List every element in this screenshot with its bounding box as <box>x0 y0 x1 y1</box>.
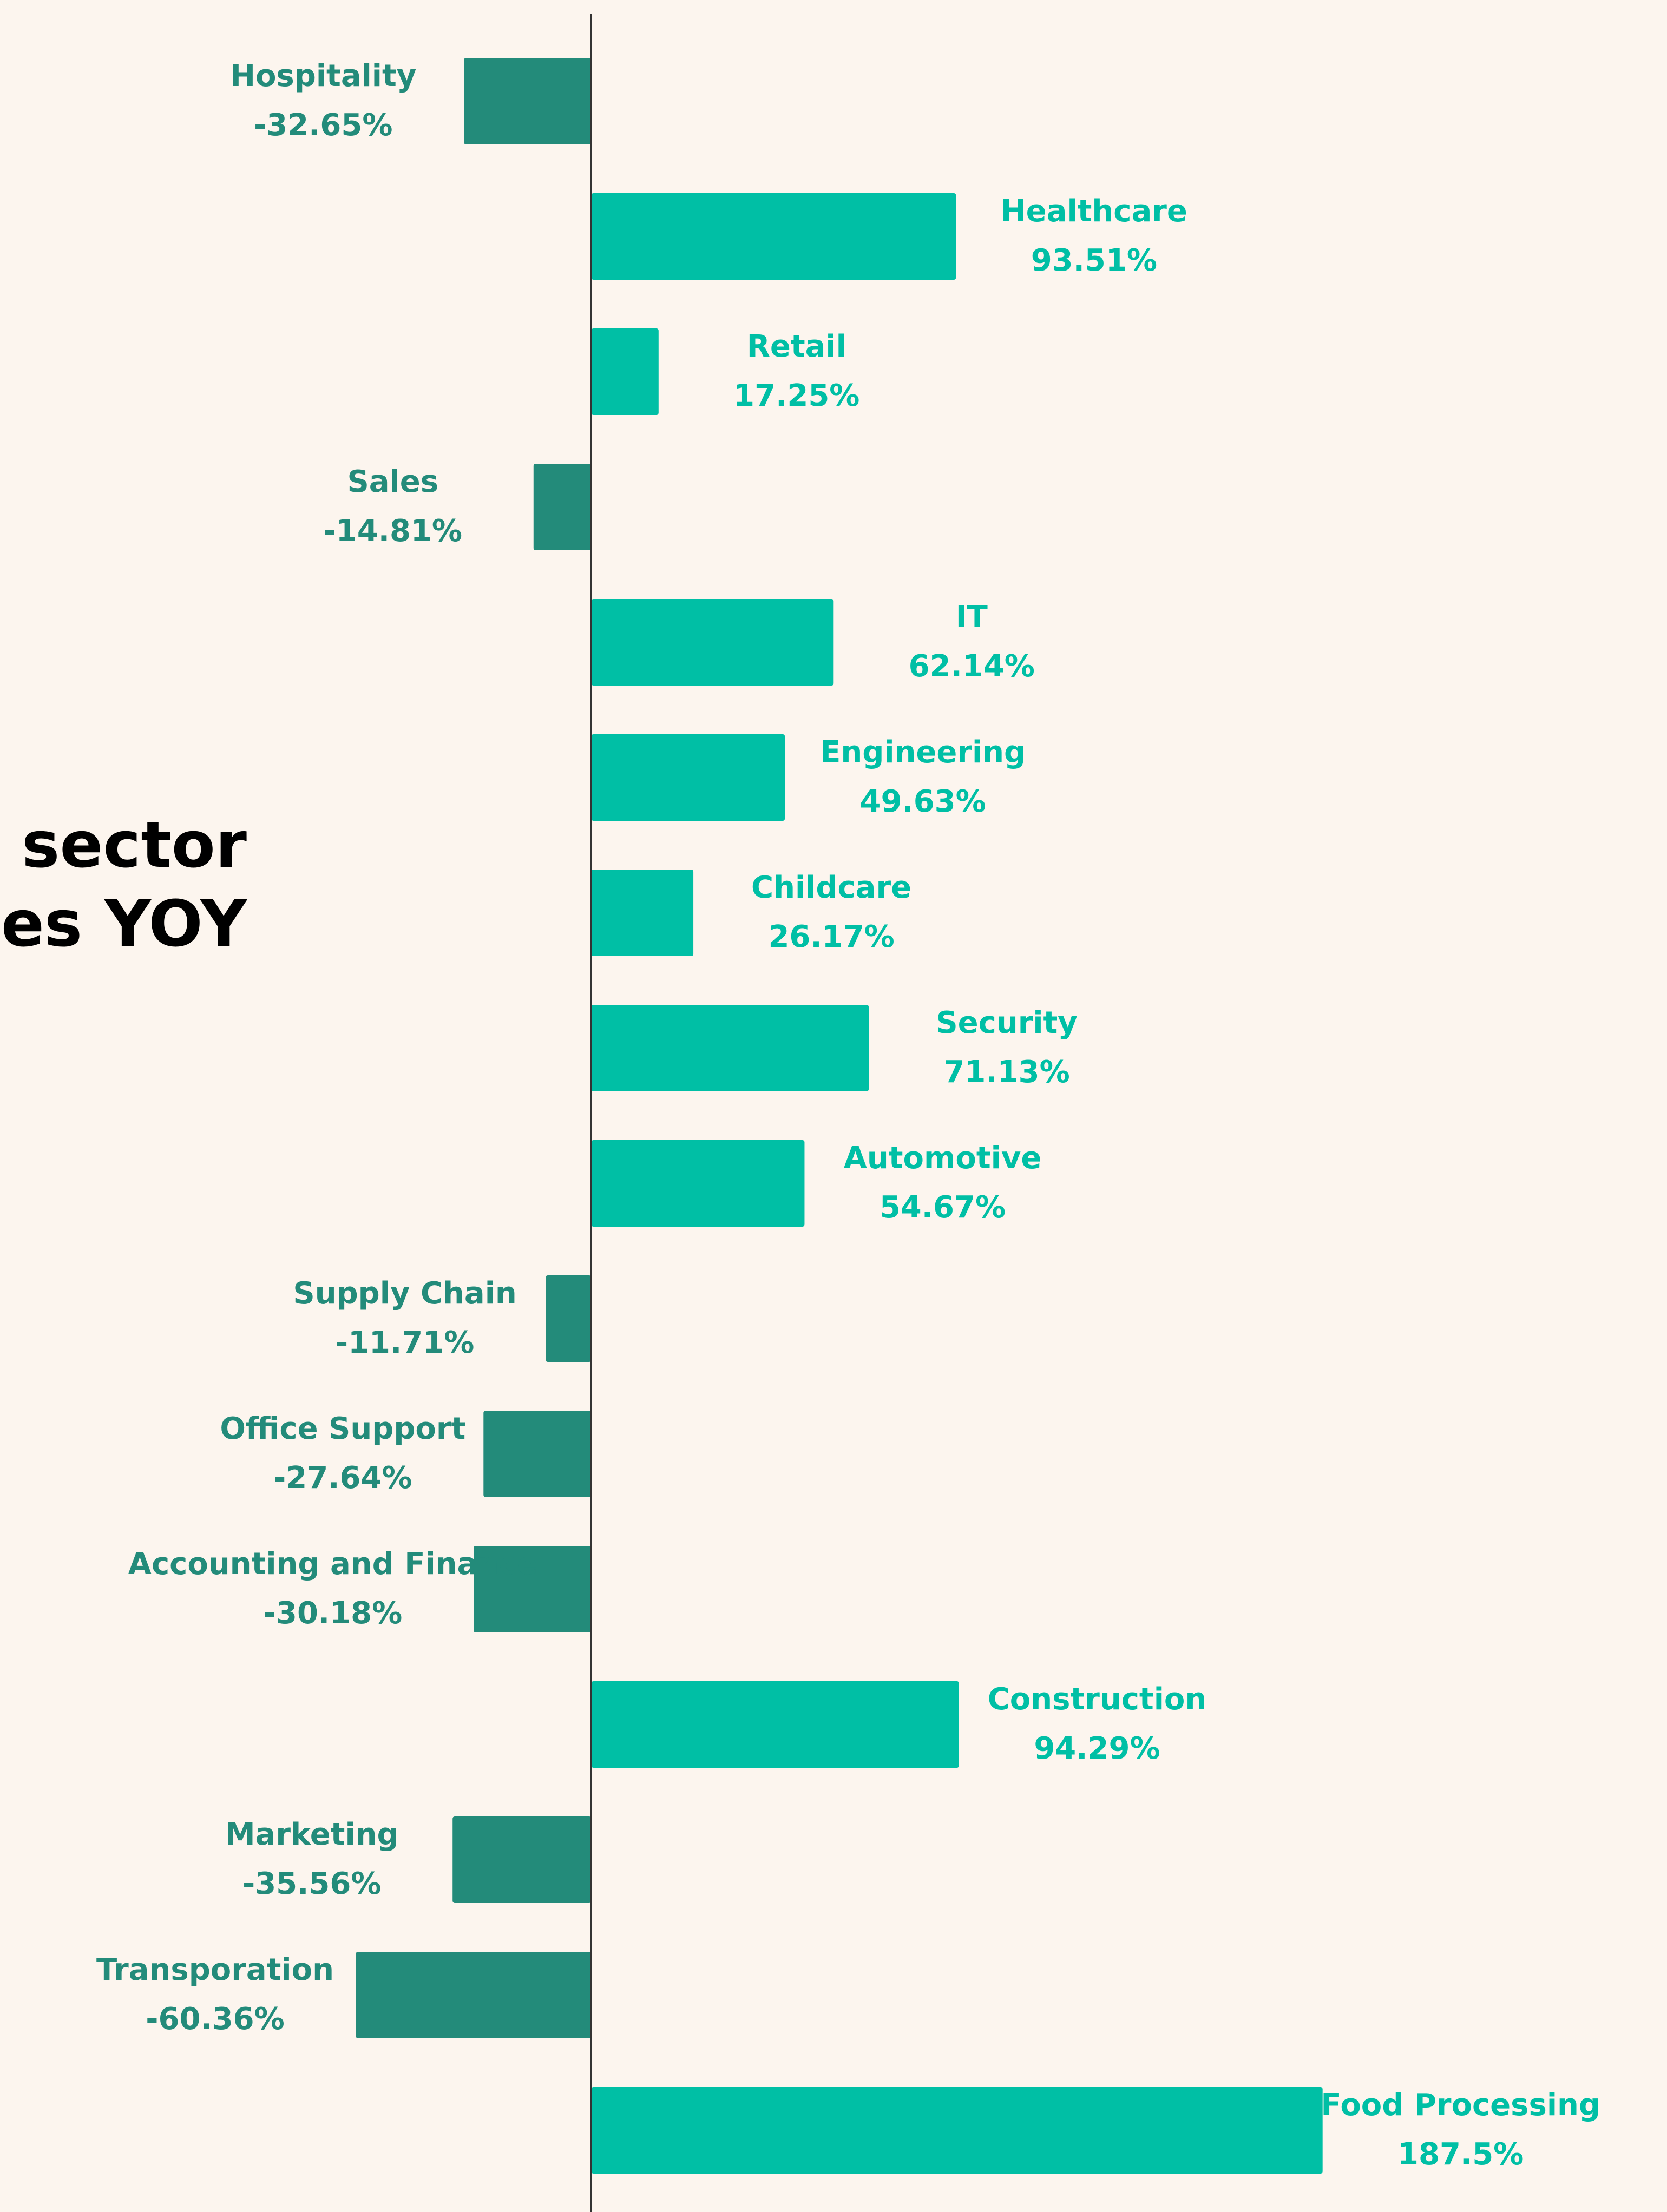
bar <box>591 2087 1323 2174</box>
category-label: Hospitality <box>230 58 416 94</box>
value-label: 62.14% <box>909 649 1035 684</box>
value-label: 49.63% <box>860 784 986 819</box>
category-label: Transporation <box>96 1952 334 1987</box>
value-label: -14.81% <box>324 514 462 549</box>
category-label: Healthcare <box>1001 194 1187 229</box>
category-label: Supply Chain <box>293 1276 516 1311</box>
bar <box>464 58 592 144</box>
bar <box>591 328 659 415</box>
value-label: 26.17% <box>768 919 894 954</box>
category-label: Office Support <box>220 1411 465 1446</box>
value-label: 54.67% <box>880 1190 1006 1225</box>
category-label: Sales <box>347 464 438 499</box>
value-label: -60.36% <box>146 2002 284 2037</box>
value-label: 71.13% <box>943 1055 1069 1090</box>
bar <box>546 1275 592 1362</box>
category-label: Retail <box>747 329 846 364</box>
value-label: -32.65% <box>254 108 392 143</box>
bar <box>483 1411 592 1497</box>
value-label: -35.56% <box>242 1866 381 1901</box>
bar <box>591 1005 869 1091</box>
category-label: IT <box>956 600 988 635</box>
bar <box>591 1681 959 1768</box>
value-label: 93.51% <box>1031 243 1157 278</box>
category-label: Automotive <box>844 1141 1042 1176</box>
category-label: Marketing <box>225 1817 399 1852</box>
value-label: 187.5% <box>1397 2137 1524 2172</box>
value-label: -30.18% <box>264 1596 402 1631</box>
category-label: Food Processing <box>1321 2088 1600 2123</box>
bar <box>533 464 592 550</box>
chart-title: o sector <box>0 807 247 882</box>
category-label: Construction <box>988 1682 1207 1717</box>
value-label: 17.25% <box>733 378 859 413</box>
chart-title: ues YOY <box>0 886 248 961</box>
value-label: -11.71% <box>336 1325 474 1360</box>
bar <box>473 1546 592 1632</box>
bar <box>356 1952 592 2038</box>
category-label: Childcare <box>751 870 911 905</box>
bar <box>591 734 785 821</box>
value-label: 94.29% <box>1034 1731 1160 1766</box>
category-label: Engineering <box>820 735 1026 770</box>
value-label: -27.64% <box>273 1460 412 1496</box>
bar <box>591 193 956 280</box>
bar <box>591 870 694 956</box>
bar <box>591 599 834 686</box>
category-label: Accounting and Finance <box>128 1546 538 1582</box>
category-label: Security <box>936 1005 1077 1041</box>
bar <box>452 1816 592 1903</box>
bar <box>591 1140 805 1227</box>
